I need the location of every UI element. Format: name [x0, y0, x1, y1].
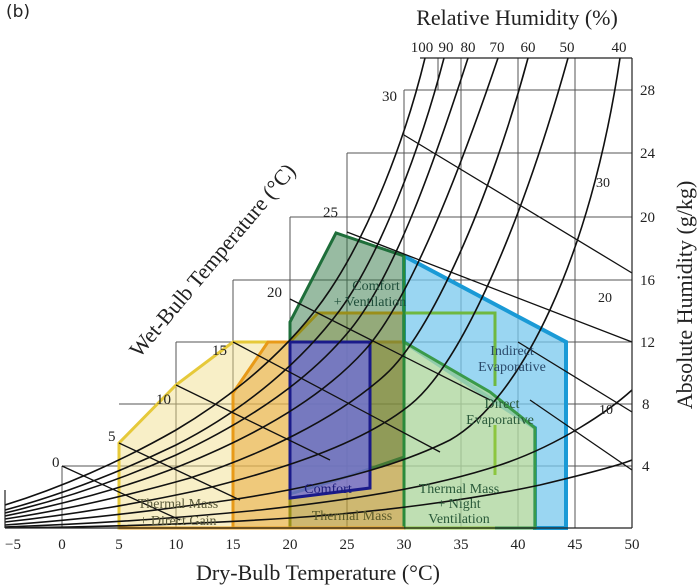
svg-text:25: 25 — [340, 537, 355, 553]
label-tm-direct-gain-2: + Direct Gain — [139, 514, 216, 529]
wet-bulb-ticks: 0 5 10 15 20 25 30 — [52, 89, 397, 471]
svg-text:30: 30 — [382, 89, 397, 105]
label-tm-night-3: Ventilation — [428, 512, 489, 527]
label-indirect-1: Indirect — [490, 344, 534, 359]
svg-text:45: 45 — [568, 537, 583, 553]
svg-text:70: 70 — [490, 40, 505, 56]
label-comfort-vent-1: Comfort — [352, 279, 400, 294]
label-tm-night-2: + Night — [437, 497, 480, 512]
plot-frame — [4, 57, 633, 529]
svg-text:28: 28 — [640, 83, 655, 99]
label-direct-1: Direct — [485, 397, 520, 412]
wet-bulb-axis-title: Wet-Bulb Temperature (°C) — [124, 158, 300, 361]
svg-text:20: 20 — [598, 291, 612, 306]
svg-text:12: 12 — [640, 335, 655, 351]
rh-axis-title: Relative Humidity (%) — [416, 5, 618, 30]
svg-text:0: 0 — [58, 537, 66, 553]
svg-text:10: 10 — [599, 403, 613, 418]
label-direct-2: Evaporative — [466, 413, 534, 428]
zone-comfort — [288, 340, 372, 500]
zone-direct-evaporative — [404, 311, 497, 386]
svg-text:90: 90 — [439, 40, 454, 56]
svg-text:40: 40 — [511, 537, 526, 553]
y-axis-ticks: 4 8 12 16 20 24 28 — [640, 83, 656, 475]
x-axis-ticks: −5 0 5 10 15 20 25 30 35 40 45 50 — [5, 537, 639, 553]
svg-text:50: 50 — [560, 40, 575, 56]
label-comfort-vent-2: + Ventilation — [334, 295, 407, 310]
svg-text:20: 20 — [283, 537, 298, 553]
svg-text:100: 100 — [411, 40, 434, 56]
label-comfort: Comfort — [304, 482, 352, 497]
svg-text:25: 25 — [323, 205, 338, 221]
svg-text:5: 5 — [115, 537, 123, 553]
rh-curves — [5, 58, 632, 528]
svg-text:15: 15 — [212, 343, 227, 359]
svg-text:16: 16 — [640, 273, 656, 289]
svg-text:5: 5 — [108, 429, 116, 445]
svg-text:24: 24 — [640, 146, 656, 162]
svg-text:20: 20 — [267, 285, 282, 301]
label-tm-direct-gain-1: Thermal Mass — [138, 497, 218, 512]
svg-text:20: 20 — [640, 210, 655, 226]
svg-text:35: 35 — [454, 537, 469, 553]
svg-text:40: 40 — [612, 40, 627, 56]
y-axis-title: Absolute Humidity (g/kg) — [672, 181, 697, 410]
svg-text:10: 10 — [169, 537, 184, 553]
svg-text:10: 10 — [156, 392, 171, 408]
svg-text:15: 15 — [226, 537, 241, 553]
enthalpy-ticks: 30 20 10 — [596, 176, 613, 418]
rh-ticks: 100 90 80 70 60 50 40 — [411, 40, 627, 56]
x-axis-title: Dry-Bulb Temperature (°C) — [196, 560, 440, 585]
svg-text:30: 30 — [596, 176, 610, 191]
svg-text:50: 50 — [625, 537, 640, 553]
svg-text:8: 8 — [642, 397, 650, 413]
label-tm-night-1: Thermal Mass — [419, 482, 499, 497]
svg-text:30: 30 — [397, 537, 412, 553]
wet-bulb-lines — [61, 134, 633, 521]
panel-label: (b) — [6, 2, 31, 22]
label-indirect-2: Evaporative — [478, 360, 546, 375]
svg-text:0: 0 — [52, 455, 60, 471]
svg-text:60: 60 — [521, 40, 536, 56]
svg-text:80: 80 — [461, 40, 476, 56]
svg-text:−5: −5 — [5, 537, 21, 553]
svg-text:4: 4 — [642, 459, 650, 475]
label-thermal-mass: Thermal Mass — [312, 509, 392, 524]
